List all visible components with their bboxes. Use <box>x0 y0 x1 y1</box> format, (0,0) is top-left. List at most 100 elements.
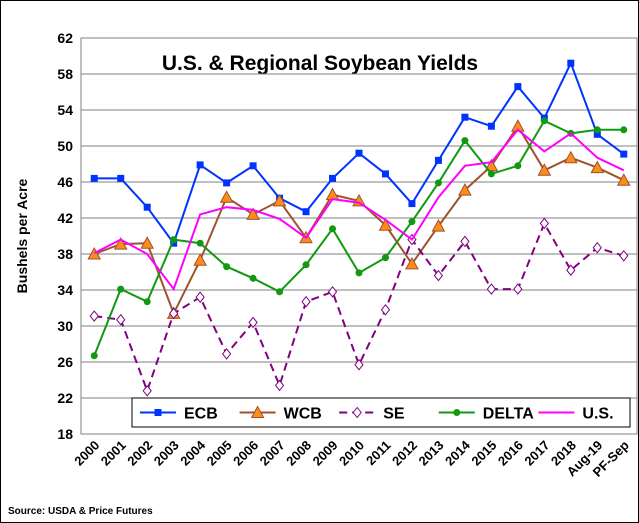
legend-label: SE <box>383 406 405 423</box>
y-axis-label: Bushels per Acre <box>14 178 30 293</box>
marker <box>248 316 258 329</box>
marker <box>567 59 575 67</box>
marker <box>170 236 178 244</box>
marker <box>142 384 152 397</box>
marker <box>143 203 151 211</box>
marker <box>355 269 363 277</box>
y-tick-label: 30 <box>57 318 73 334</box>
marker <box>354 358 364 371</box>
marker <box>487 122 495 130</box>
marker <box>140 236 155 249</box>
marker <box>592 241 602 254</box>
marker <box>246 207 260 220</box>
marker <box>90 174 98 182</box>
marker <box>381 170 389 178</box>
marker <box>405 256 419 270</box>
marker <box>302 208 310 216</box>
marker <box>486 283 497 295</box>
marker <box>540 117 548 125</box>
marker <box>616 173 631 186</box>
marker <box>460 235 470 248</box>
marker <box>223 263 231 271</box>
marker <box>431 219 446 232</box>
source: Source: USDA & Price Futures <box>8 506 153 517</box>
y-tick-label: 18 <box>57 426 73 442</box>
y-tick-label: 26 <box>57 354 73 370</box>
marker <box>453 409 461 416</box>
marker <box>196 239 204 247</box>
marker <box>90 352 98 360</box>
marker <box>537 163 552 176</box>
marker <box>461 113 469 121</box>
marker <box>143 298 151 306</box>
legend-label: WCB <box>284 406 322 423</box>
marker <box>513 283 523 295</box>
marker <box>378 218 393 231</box>
marker <box>196 161 204 169</box>
marker <box>408 200 416 208</box>
marker <box>117 285 125 293</box>
y-tick-label: 46 <box>57 174 73 190</box>
marker <box>352 406 362 419</box>
marker <box>276 288 284 296</box>
marker <box>274 379 285 392</box>
marker <box>169 307 179 320</box>
marker <box>380 303 391 316</box>
marker <box>249 274 257 282</box>
marker <box>514 162 522 170</box>
marker <box>593 126 601 134</box>
y-tick-label: 42 <box>57 210 73 226</box>
marker <box>250 405 265 418</box>
y-tick-label: 54 <box>57 102 73 118</box>
marker <box>408 218 416 226</box>
marker <box>381 254 389 262</box>
marker <box>272 193 287 207</box>
marker <box>563 150 578 164</box>
marker <box>620 126 628 134</box>
marker <box>355 149 363 157</box>
legend-label: U.S. <box>582 406 613 423</box>
marker <box>539 217 549 230</box>
marker <box>566 264 576 277</box>
marker <box>302 261 310 269</box>
marker <box>154 409 162 416</box>
marker <box>113 237 128 250</box>
marker <box>433 269 444 282</box>
marker <box>116 313 126 326</box>
marker <box>487 170 495 178</box>
marker <box>327 285 338 298</box>
marker <box>434 156 442 164</box>
marker <box>221 348 232 360</box>
y-tick-label: 58 <box>57 66 73 82</box>
marker <box>620 150 628 158</box>
marker <box>301 295 311 308</box>
y-tick-label: 38 <box>57 246 73 262</box>
marker <box>193 253 207 266</box>
marker <box>223 179 231 187</box>
y-tick-label: 22 <box>57 390 73 406</box>
plot-frame <box>80 37 638 435</box>
marker <box>514 83 522 91</box>
marker <box>329 174 337 182</box>
legend-label: ECB <box>184 406 218 423</box>
marker <box>458 183 472 196</box>
marker <box>593 130 601 138</box>
marker <box>249 162 257 170</box>
marker <box>329 225 337 233</box>
y-tick-label: 34 <box>57 282 73 298</box>
marker <box>590 160 605 174</box>
marker <box>117 174 125 182</box>
marker <box>89 310 99 322</box>
y-tick-label: 50 <box>57 138 73 154</box>
marker <box>170 239 178 247</box>
marker <box>619 249 629 262</box>
series-line <box>93 128 625 292</box>
marker <box>434 179 442 187</box>
legend-label: DELTA <box>483 406 534 423</box>
y-tick-label: 62 <box>57 30 73 46</box>
marker <box>87 246 102 260</box>
marker <box>461 137 469 145</box>
chart-title: U.S. & Regional Soybean Yields <box>162 52 478 75</box>
